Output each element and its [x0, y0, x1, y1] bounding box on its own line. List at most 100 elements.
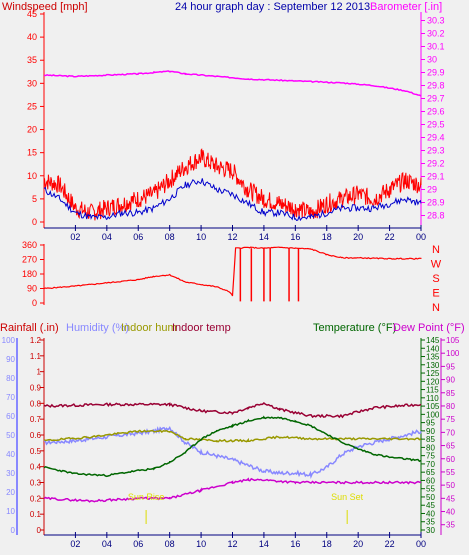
- hum-tick-label: 50: [6, 431, 15, 440]
- top-time-label: 00: [416, 232, 426, 242]
- dew-tick-label: 105: [446, 336, 460, 345]
- temp-tick-label: 35: [426, 518, 435, 527]
- temp-tick-label: 125: [426, 369, 440, 378]
- temp-tick-label: 40: [426, 509, 435, 518]
- baro-tick-label: 30.2: [427, 29, 445, 39]
- dew-point-line: [43, 477, 422, 503]
- temp-tick-label: 55: [426, 485, 435, 494]
- temp-tick-label: 30: [426, 526, 435, 535]
- top-time-label: 22: [385, 232, 395, 242]
- hum-tick-label: 0: [11, 526, 16, 535]
- top-time-label: 10: [196, 232, 206, 242]
- compass-label: N: [432, 244, 440, 256]
- temperature-axis-label: Temperature (°F): [313, 322, 396, 334]
- top-time-label: 14: [259, 232, 269, 242]
- bottom-time-label: 14: [259, 539, 269, 549]
- wind-tick-label: 25: [27, 101, 37, 111]
- baro-tick-label: 29: [427, 185, 437, 195]
- rain-tick-label: 0.9: [30, 384, 42, 393]
- temp-tick-label: 75: [426, 452, 435, 461]
- dir-tick-label: 0: [32, 298, 37, 308]
- rain-tick-label: 1.2: [30, 336, 42, 345]
- compass-label: N: [432, 302, 440, 314]
- dir-tick-label: 180: [22, 269, 37, 279]
- temp-tick-label: 130: [426, 361, 440, 370]
- hum-tick-label: 80: [6, 374, 15, 383]
- top-time-label: 18: [322, 232, 332, 242]
- temp-tick-label: 100: [426, 410, 440, 419]
- temp-tick-label: 70: [426, 460, 435, 469]
- top-panel: 0 5 10 15 20 25 30 35 40 45 28.8 28.9 29 29.1 29.2 29.…: [27, 9, 445, 242]
- dew-tick-label: 40: [446, 508, 455, 517]
- bottom-time-label: 02: [70, 539, 80, 549]
- wind-tick-label: 20: [27, 125, 37, 135]
- bottom-time-label: 16: [290, 539, 300, 549]
- bottom-time-label: 00: [416, 539, 426, 549]
- wind-tick-label: 30: [27, 78, 37, 88]
- rain-tick-label: 1.1: [30, 352, 42, 361]
- temp-tick-label: 105: [426, 402, 440, 411]
- top-time-label: 12: [227, 232, 237, 242]
- humidity-line: [43, 426, 422, 480]
- temp-tick-label: 135: [426, 353, 440, 362]
- indoor-humidity-line: [43, 429, 422, 443]
- indoor-temperature-line: [43, 402, 422, 419]
- baro-tick-label: 29.1: [427, 172, 445, 182]
- baro-tick-label: 29.3: [427, 146, 445, 156]
- dew-tick-label: 35: [446, 521, 455, 530]
- top-time-label: 20: [353, 232, 363, 242]
- baro-tick-label: 28.8: [427, 211, 445, 221]
- indoor-humidity-label: Indoor hum: [121, 322, 177, 334]
- rain-tick-label: 1: [37, 368, 42, 377]
- dew-tick-label: 70: [446, 428, 455, 437]
- temp-tick-label: 95: [426, 419, 435, 428]
- dew-tick-label: 45: [446, 494, 455, 503]
- temp-tick-label: 120: [426, 377, 440, 386]
- baro-tick-label: 29.2: [427, 159, 445, 169]
- rain-tick-label: 0.6: [30, 431, 42, 440]
- rain-tick-label: 0.3: [30, 479, 42, 488]
- dew-tick-label: 65: [446, 442, 455, 451]
- rain-tick-label: 0.2: [30, 494, 42, 503]
- baro-tick-label: 29.9: [427, 68, 445, 78]
- rain-tick-label: 0: [37, 526, 42, 535]
- dew-point-axis-label: Dew Point (°F): [393, 322, 465, 334]
- dew-tick-label: 90: [446, 376, 455, 385]
- wind-tick-label: 45: [27, 9, 37, 19]
- temp-tick-label: 110: [426, 394, 439, 403]
- bottom-time-label: 22: [385, 539, 395, 549]
- dir-tick-label: 270: [22, 255, 37, 265]
- dew-tick-label: 85: [446, 389, 455, 398]
- rain-tick-label: 0.4: [30, 463, 42, 472]
- hum-tick-label: 30: [6, 469, 15, 478]
- dir-tick-label: 360: [22, 240, 37, 250]
- hum-tick-label: 70: [6, 393, 15, 402]
- bottom-time-label: 10: [196, 539, 206, 549]
- temp-tick-label: 140: [426, 344, 440, 353]
- rain-tick-label: 0.8: [30, 399, 42, 408]
- top-time-label: 02: [70, 232, 80, 242]
- hum-tick-label: 40: [6, 450, 15, 459]
- bottom-time-label: 08: [165, 539, 175, 549]
- compass-label: E: [432, 288, 439, 300]
- chart-title: 24 hour graph day : September 12 2013: [175, 1, 370, 13]
- temp-tick-label: 65: [426, 468, 435, 477]
- wind-average-line: [43, 178, 422, 222]
- baro-tick-label: 29.8: [427, 81, 445, 91]
- bottom-time-label: 06: [133, 539, 143, 549]
- baro-tick-label: 30: [427, 55, 437, 65]
- sunrise-label: Sun Rise: [128, 492, 165, 502]
- wind-tick-label: 5: [32, 194, 37, 204]
- rain-tick-label: 0.7: [30, 415, 42, 424]
- baro-tick-label: 29.7: [427, 94, 445, 104]
- rain-tick-label: 0.5: [30, 447, 42, 456]
- dew-tick-label: 50: [446, 481, 455, 490]
- temp-tick-label: 45: [426, 501, 435, 510]
- dew-tick-label: 55: [446, 468, 455, 477]
- temp-tick-label: 80: [426, 443, 435, 452]
- indoor-temp-label: Indoor temp: [172, 322, 231, 334]
- wind-tick-label: 40: [27, 32, 37, 42]
- bottom-time-label: 04: [102, 539, 112, 549]
